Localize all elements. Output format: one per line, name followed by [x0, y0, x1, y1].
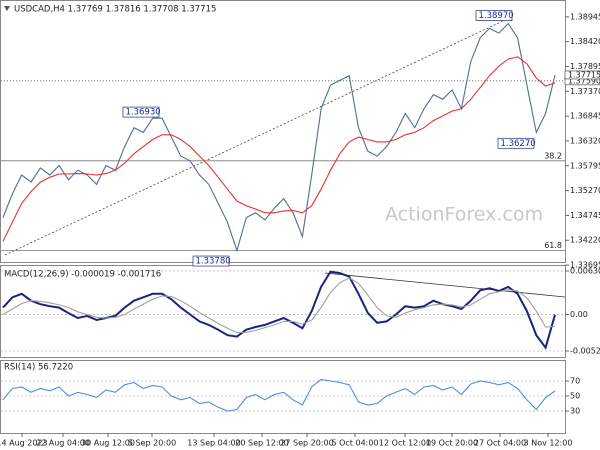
x-tick-label: 14 Aug 2023	[0, 439, 48, 448]
x-tick-label: 5 Sep 20:00	[128, 439, 176, 448]
y-tick-label: 1.37370	[570, 87, 600, 96]
y-tick-label: 30	[570, 407, 580, 416]
series-line	[2, 277, 556, 334]
y-tick-label: 0.00	[570, 310, 588, 319]
annotation-box	[475, 10, 513, 21]
y-tick-label: 1.34745	[570, 211, 600, 220]
reference-label: 1.37590	[568, 76, 600, 85]
annotation-box	[192, 255, 230, 267]
macd-trend-line	[324, 272, 566, 298]
annotation-label: 1.36270	[501, 139, 536, 149]
x-tick-label: 22 Aug 04:00	[36, 439, 90, 448]
fib-label: 38.2	[544, 151, 562, 160]
x-tick-label: 30 Aug 12:00	[81, 439, 135, 448]
x-tick-label: 27 Sep 20:00	[280, 439, 333, 448]
y-tick-label: 1.38420	[570, 37, 600, 46]
x-tick-label: 5 Oct 04:00	[331, 439, 378, 448]
series-line	[2, 270, 556, 350]
series-line	[2, 22, 556, 253]
y-tick-label: 1.37895	[570, 62, 600, 71]
x-tick-label: 27 Oct 04:00	[474, 439, 526, 448]
annotation-label: 1.36930	[126, 108, 161, 118]
y-tick-label: 50	[570, 392, 580, 401]
annotation-label: 1.38970	[479, 11, 514, 21]
chart-title: USDCAD,H4 1.37769 1.37816 1.37708 1.3771…	[14, 5, 216, 15]
rsi-panel	[0, 360, 566, 434]
price-panel	[0, 0, 566, 263]
y-tick-label: 1.36320	[570, 136, 600, 145]
y-tick-label: 1.34220	[570, 236, 600, 245]
y-tick-label: 1.35795	[570, 161, 600, 170]
y-tick-label: -0.005283	[570, 347, 600, 356]
y-tick-label: 1.38945	[570, 12, 600, 21]
fib-label: 61.8	[544, 241, 562, 250]
y-tick-label: 1.35270	[570, 186, 600, 195]
annotation-box	[122, 106, 160, 118]
last-price-label: 1.37715	[568, 70, 600, 79]
menu-icon	[4, 6, 10, 11]
macd-title: MACD(12,26,9) -0.000019 -0.001716	[4, 270, 161, 280]
annotation-box	[497, 137, 535, 149]
macd-panel	[0, 265, 566, 358]
y-tick-label: 1.36845	[570, 112, 600, 121]
y-tick-label: 1.33695	[570, 261, 600, 270]
series-line	[2, 56, 556, 242]
last-price-box	[564, 70, 600, 80]
annotation-label: 1.33780	[196, 257, 231, 267]
x-tick-label: 12 Oct 12:00	[379, 439, 431, 448]
x-tick-label: 19 Oct 20:00	[426, 439, 478, 448]
rsi-title: RSI(14) 56.7220	[4, 363, 73, 373]
y-tick-label: 0.006305	[570, 266, 600, 275]
x-tick-label: 20 Sep 12:00	[235, 439, 288, 448]
watermark: ActionForex.com	[385, 204, 543, 226]
y-tick-label: 70	[570, 377, 580, 386]
trend-line	[4, 19, 506, 256]
x-tick-label: 13 Sep 04:00	[187, 439, 240, 448]
series-line	[2, 378, 556, 412]
x-tick-label: 3 Nov 12:00	[524, 439, 573, 448]
